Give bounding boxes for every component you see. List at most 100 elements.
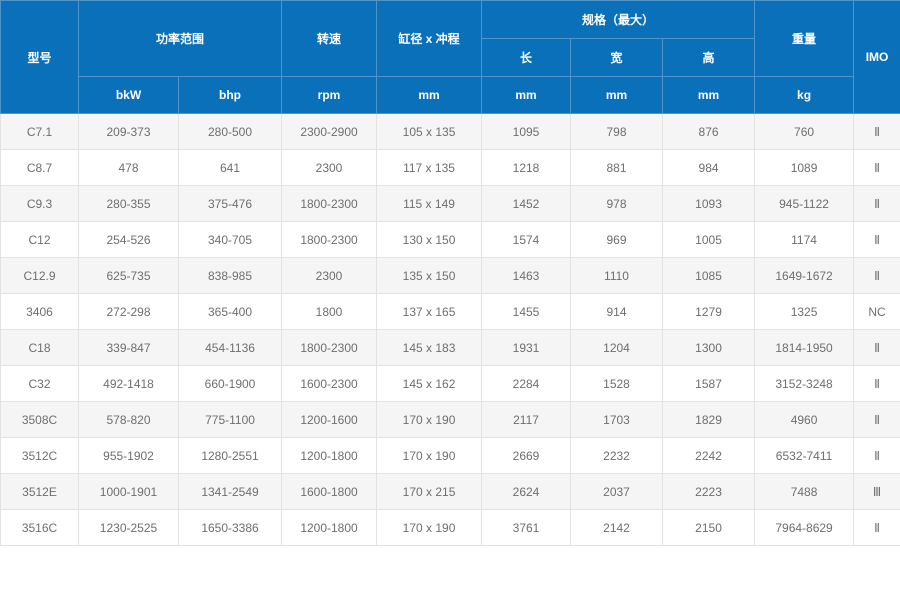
height-cell: 2150 xyxy=(662,509,756,546)
height-cell: 1587 xyxy=(662,365,756,402)
bore-stroke-cell: 135 x 150 xyxy=(376,257,483,294)
unit-weight-kg: kg xyxy=(754,76,855,114)
imo-cell: Ⅱ xyxy=(853,113,900,150)
imo-cell: Ⅱ xyxy=(853,185,900,222)
width-cell: 1204 xyxy=(570,329,664,366)
unit-length-mm: mm xyxy=(481,76,572,114)
unit-rpm: rpm xyxy=(281,76,378,114)
length-cell: 1452 xyxy=(481,185,572,222)
speed-rpm-cell: 1600-2300 xyxy=(281,365,378,402)
length-cell: 2117 xyxy=(481,401,572,438)
power-bhp-cell: 641 xyxy=(177,149,283,186)
width-cell: 1110 xyxy=(570,257,664,294)
bore-stroke-cell: 170 x 190 xyxy=(376,509,483,546)
bore-stroke-cell: 117 x 135 xyxy=(376,149,483,186)
weight-cell: 3152-3248 xyxy=(754,365,855,402)
length-cell: 1218 xyxy=(481,149,572,186)
table-row: C18 339-847 454-1136 1800-2300 145 x 183 1931… xyxy=(0,329,900,366)
model-cell: C8.7 xyxy=(0,149,79,186)
col-header-model: 型号 xyxy=(0,0,79,114)
table-header: 型号 功率范围 转速 缸径 x 冲程 规格（最大） 重量 IMO 长 宽 高 b… xyxy=(0,0,900,114)
bore-stroke-cell: 137 x 165 xyxy=(376,293,483,330)
table-row: C12 254-526 340-705 1800-2300 130 x 150 1574 9… xyxy=(0,221,900,258)
bore-stroke-cell: 115 x 149 xyxy=(376,185,483,222)
length-cell: 3761 xyxy=(481,509,572,546)
imo-cell: Ⅱ xyxy=(853,365,900,402)
table-row: C12.9 625-735 838-985 2300 135 x 150 1463 1110… xyxy=(0,257,900,294)
weight-cell: 7964-8629 xyxy=(754,509,855,546)
col-header-spec-max: 规格（最大） xyxy=(481,0,756,39)
power-bkw-cell: 272-298 xyxy=(78,293,179,330)
model-cell: C32 xyxy=(0,365,79,402)
power-bhp-cell: 1341-2549 xyxy=(177,473,283,510)
col-header-imo: IMO xyxy=(853,0,900,114)
height-cell: 2242 xyxy=(662,437,756,474)
length-cell: 2669 xyxy=(481,437,572,474)
header-row-groups: 型号 功率范围 转速 缸径 x 冲程 规格（最大） 重量 IMO xyxy=(0,0,900,114)
weight-cell: 1174 xyxy=(754,221,855,258)
engine-spec-table: 型号 功率范围 转速 缸径 x 冲程 规格（最大） 重量 IMO 长 宽 高 b… xyxy=(0,0,900,546)
speed-rpm-cell: 1600-1800 xyxy=(281,473,378,510)
power-bhp-cell: 340-705 xyxy=(177,221,283,258)
height-cell: 1093 xyxy=(662,185,756,222)
length-cell: 2284 xyxy=(481,365,572,402)
imo-cell: Ⅱ xyxy=(853,257,900,294)
width-cell: 1703 xyxy=(570,401,664,438)
weight-cell: 1325 xyxy=(754,293,855,330)
table-row: C9.3 280-355 375-476 1800-2300 115 x 149 1452… xyxy=(0,185,900,222)
power-bkw-cell: 254-526 xyxy=(78,221,179,258)
bore-stroke-cell: 130 x 150 xyxy=(376,221,483,258)
unit-height-mm: mm xyxy=(662,76,756,114)
weight-cell: 4960 xyxy=(754,401,855,438)
power-bhp-cell: 365-400 xyxy=(177,293,283,330)
height-cell: 1279 xyxy=(662,293,756,330)
speed-rpm-cell: 1200-1600 xyxy=(281,401,378,438)
width-cell: 798 xyxy=(570,113,664,150)
power-bhp-cell: 1280-2551 xyxy=(177,437,283,474)
table-row: C7.1 209-373 280-500 2300-2900 105 x 135 1095… xyxy=(0,113,900,150)
table-row: 3512C 955-1902 1280-2551 1200-1800 170 x 190… xyxy=(0,437,900,474)
power-bhp-cell: 660-1900 xyxy=(177,365,283,402)
height-cell: 2223 xyxy=(662,473,756,510)
length-cell: 1095 xyxy=(481,113,572,150)
header-row-units: bkW bhp rpm mm mm mm mm kg xyxy=(1,76,900,114)
power-bkw-cell: 280-355 xyxy=(78,185,179,222)
unit-width-mm: mm xyxy=(570,76,664,114)
height-cell: 1300 xyxy=(662,329,756,366)
power-bkw-cell: 1230-2525 xyxy=(78,509,179,546)
col-header-height: 高 xyxy=(662,38,756,77)
bore-stroke-cell: 145 x 183 xyxy=(376,329,483,366)
weight-cell: 945-1122 xyxy=(754,185,855,222)
imo-cell: Ⅱ xyxy=(853,221,900,258)
weight-cell: 760 xyxy=(754,113,855,150)
header-row-dimensions: 长 宽 高 xyxy=(1,38,900,77)
width-cell: 1528 xyxy=(570,365,664,402)
speed-rpm-cell: 1800-2300 xyxy=(281,185,378,222)
speed-rpm-cell: 2300-2900 xyxy=(281,113,378,150)
power-bhp-cell: 775-1100 xyxy=(177,401,283,438)
length-cell: 1455 xyxy=(481,293,572,330)
model-cell: C12 xyxy=(0,221,79,258)
bore-stroke-cell: 105 x 135 xyxy=(376,113,483,150)
table-row: 3516C 1230-2525 1650-3386 1200-1800 170 x 19… xyxy=(0,509,900,546)
model-cell: 3516C xyxy=(0,509,79,546)
bore-stroke-cell: 170 x 190 xyxy=(376,437,483,474)
model-cell: 3512E xyxy=(0,473,79,510)
model-cell: 3406 xyxy=(0,293,79,330)
weight-cell: 1649-1672 xyxy=(754,257,855,294)
unit-bhp: bhp xyxy=(177,76,283,114)
model-cell: 3512C xyxy=(0,437,79,474)
speed-rpm-cell: 1800-2300 xyxy=(281,221,378,258)
col-header-width: 宽 xyxy=(570,38,664,77)
table-body: C7.1 209-373 280-500 2300-2900 105 x 135 1095… xyxy=(0,113,900,546)
model-cell: C9.3 xyxy=(0,185,79,222)
weight-cell: 7488 xyxy=(754,473,855,510)
table-row: 3508C 578-820 775-1100 1200-1600 170 x 190 21… xyxy=(0,401,900,438)
bore-stroke-cell: 170 x 215 xyxy=(376,473,483,510)
length-cell: 1463 xyxy=(481,257,572,294)
imo-cell: Ⅲ xyxy=(853,473,900,510)
height-cell: 876 xyxy=(662,113,756,150)
speed-rpm-cell: 2300 xyxy=(281,149,378,186)
power-bkw-cell: 492-1418 xyxy=(78,365,179,402)
table-row: C8.7 478 641 2300 117 x 135 1218 881 984 1089 Ⅱ xyxy=(0,149,900,186)
